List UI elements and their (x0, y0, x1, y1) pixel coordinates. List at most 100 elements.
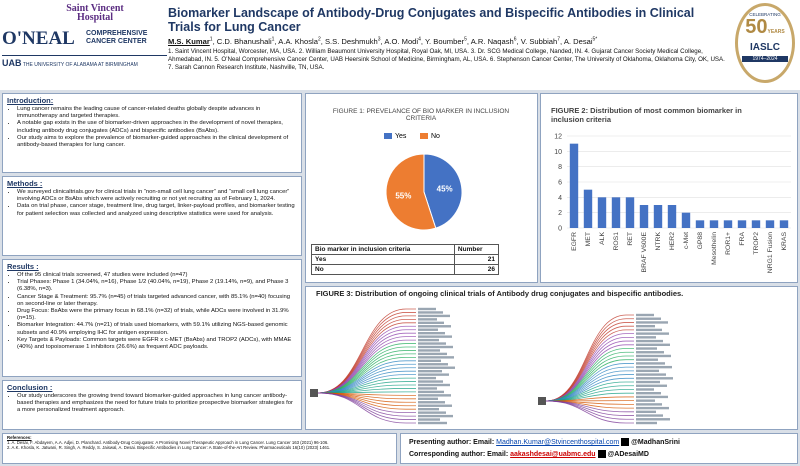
legend-swatch (384, 133, 392, 139)
figure-title: FIGURE 2: Distribution of most common bi… (551, 106, 742, 124)
bar (751, 220, 761, 228)
tree-leaf (636, 399, 655, 402)
logo-text: CELEBRATING (749, 12, 781, 17)
pie-slice (423, 153, 463, 229)
bullet: Our study underscores the growing trend … (17, 393, 297, 415)
tree-leaf (418, 401, 445, 404)
corresponding-author: Corresponding author: Email: aakashdesai… (409, 449, 789, 461)
tree-leaf (418, 421, 447, 425)
figure-title: FIGURE 1: PREVELANCE OF BIO MARKER IN IN… (332, 108, 510, 122)
x-tick-label: RET (627, 232, 634, 246)
logo-text: THE UNIVERSITY OF ALABAMA AT BIRMINGHAM (22, 62, 138, 68)
x-tick-label: ROR1+ (725, 232, 732, 255)
author-name: S.S. Deshmukh (324, 36, 378, 46)
bar (695, 220, 705, 228)
tree-leaf (418, 387, 437, 390)
table-header: Number (453, 244, 500, 255)
section-title: Conclusion : (7, 383, 53, 392)
tree-leaf (418, 397, 438, 401)
tree-leaf (636, 410, 656, 414)
figure-2: FIGURE 2: Distribution of most common bi… (540, 93, 798, 283)
tree-leaf (636, 369, 659, 373)
bar (723, 220, 733, 228)
tree-leaf (418, 369, 442, 373)
x-tick-label: NRG1 Fusion (767, 232, 774, 273)
x-tick-label: c-Met (683, 232, 690, 249)
y-tick-label: 0 (558, 226, 562, 233)
tree-leaf (418, 366, 455, 369)
figure-title: FIGURE 3: Distribution of ongoing clinic… (316, 289, 684, 298)
tree-leaf (418, 407, 439, 411)
author-name: V. Subbiah (520, 36, 558, 46)
author-name: A.R. Naqash (470, 36, 514, 46)
references-title: References: (7, 435, 32, 440)
tree-branch (545, 400, 634, 420)
logo-text: CANCER CENTER (86, 38, 147, 45)
tree-leaf (636, 324, 655, 328)
bar (681, 212, 691, 228)
section-title: Methods : (7, 179, 43, 188)
data-label: 55% (395, 191, 411, 200)
tree-leaf (418, 390, 444, 394)
author: A. Desai5* (564, 36, 598, 46)
tree-leaf (636, 365, 672, 369)
bullet-list: Our study underscores the growing trend … (7, 393, 297, 415)
author: C.D. Bhanushali1, (216, 36, 279, 46)
presenting-author: Presenting author: Email: Madhan.Kumar@S… (409, 437, 789, 449)
email-link[interactable]: Madhan.Kumar@Stvincenthospital.com (496, 439, 620, 446)
tree-leaf (418, 418, 440, 421)
tree-leaf (636, 373, 666, 376)
saint-vincent-logo: Saint Vincent Hospital (30, 4, 160, 23)
tree-leaf (636, 362, 665, 365)
tree-leaf (636, 358, 658, 361)
bullet: Key Targets & Payloads: Common targets w… (17, 337, 297, 351)
tree-leaf (636, 388, 654, 391)
tree-leaf (418, 414, 453, 418)
tree-leaf (636, 313, 654, 317)
tree-leaf (418, 363, 448, 366)
tree-leaf (418, 383, 450, 387)
tree-leaf (636, 351, 664, 354)
x-tick-label: HER2 (669, 232, 676, 250)
logo-text: IASLC (750, 42, 780, 53)
affiliations: 1. Saint Vincent Hospital, Worcester, MA… (168, 48, 725, 71)
reference: 2. A.K. Khosla, K. Jatwani, R. Singh, A.… (7, 445, 331, 451)
tree-leaf (418, 345, 453, 349)
logo-text: UAB (2, 58, 22, 68)
tree-leaf (636, 403, 662, 406)
tree-leaf (418, 376, 436, 380)
logo-text: O'NEAL (2, 28, 75, 49)
tree-leaf (418, 338, 439, 342)
oneal-logo: O'NEAL COMPREHENSIVE CANCER CENTER (2, 28, 164, 50)
x-tick-label: NTRK (655, 232, 662, 251)
email-link[interactable]: aakashdesai@uabmc.edu (510, 451, 596, 458)
affiliation-number: 5 (464, 36, 467, 42)
table-cell: 26 (453, 264, 500, 275)
affiliation-number: 5* (592, 36, 598, 42)
x-tick-label: GP88 (697, 232, 704, 250)
uab-logo: UAB THE UNIVERSITY OF ALABAMA AT BIRMING… (2, 55, 167, 68)
table-cell: No (311, 264, 455, 275)
contacts: Presenting author: Email: Madhan.Kumar@S… (400, 433, 798, 464)
affiliation-number: 7 (557, 36, 561, 42)
affiliation-number: 1 (271, 36, 275, 42)
x-tick-label: ALK (599, 232, 606, 245)
y-tick-label: 12 (554, 134, 562, 141)
pie-slice (385, 153, 437, 231)
tree-leaf (418, 349, 440, 352)
section-title: Results : (7, 262, 39, 271)
logo-text: COMPREHENSIVE (86, 30, 148, 37)
author: V. Subbiah7, (520, 36, 564, 46)
author: A.A. Khosla2, (278, 36, 325, 46)
tree-branch (317, 392, 416, 420)
tree-leaf (636, 418, 670, 421)
poster-title: Biomarker Landscape of Antibody-Drug Con… (168, 6, 695, 34)
bar (737, 220, 747, 228)
x-tick-label: EGFR (571, 232, 578, 251)
y-tick-label: 10 (554, 149, 562, 156)
affiliation-number: 2 (317, 36, 321, 42)
legend-label: No (431, 133, 440, 140)
tree-leaf (418, 380, 443, 383)
tree-leaf (418, 325, 451, 328)
bullet: Trial Phases: Phase 1 (34.04%, n=16), Ph… (17, 279, 297, 293)
